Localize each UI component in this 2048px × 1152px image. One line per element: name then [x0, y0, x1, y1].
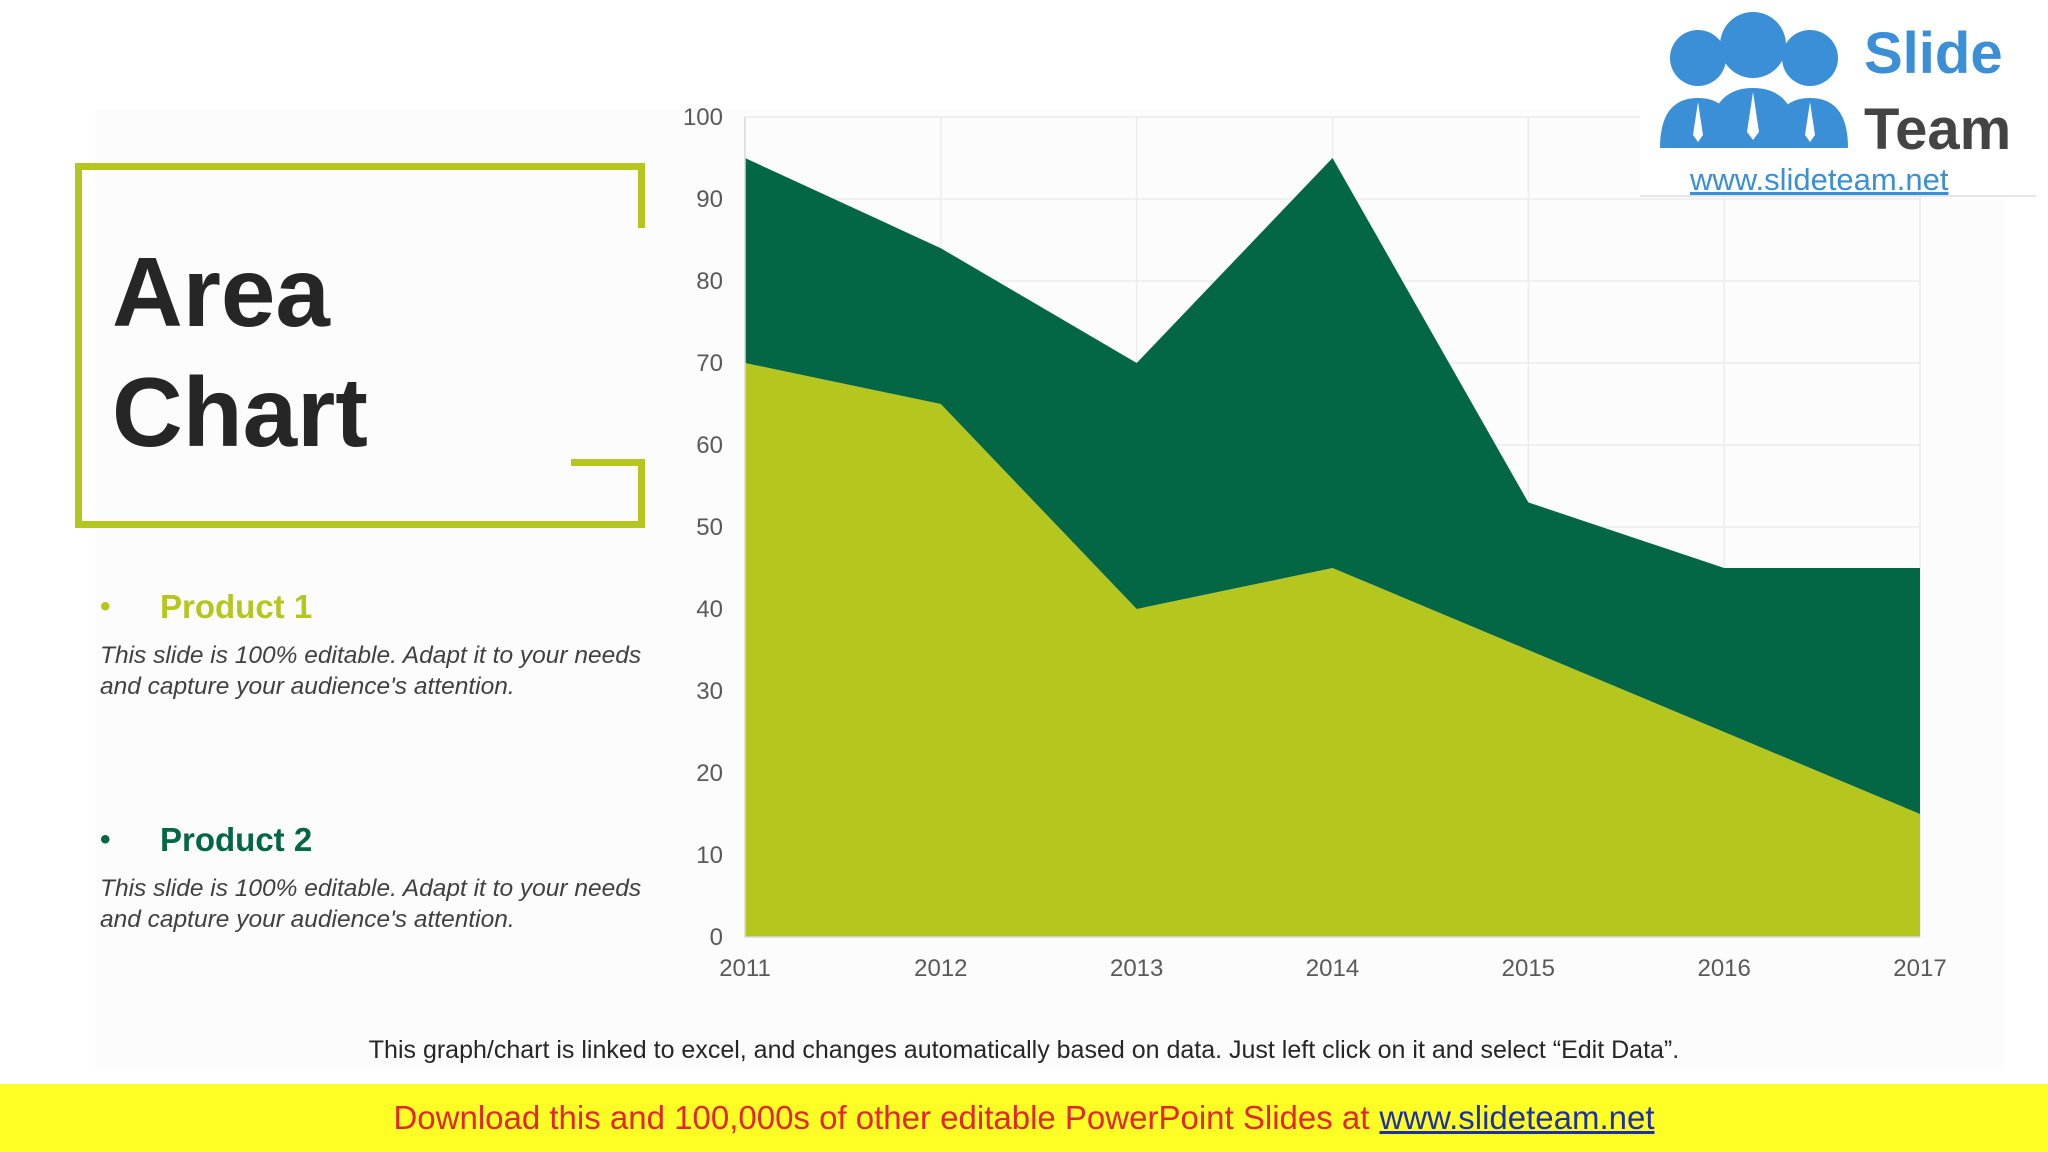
product-2-block: • Product 2 This slide is 100% editable.… [100, 821, 660, 935]
logo-url-link[interactable]: www.slideteam.net [1690, 162, 1949, 197]
title-line-1: Area [112, 237, 330, 347]
product-1-block: • Product 1 This slide is 100% editable.… [100, 588, 660, 702]
chart-note: This graph/chart is linked to excel, and… [368, 1036, 1680, 1064]
bullet-icon: • [100, 823, 111, 856]
frame-inner-notch [571, 459, 645, 466]
logo-word-team: Team [1864, 97, 2012, 162]
y-tick-label: 20 [696, 760, 723, 787]
x-tick-label: 2014 [1306, 955, 1359, 982]
frame-right-bottom [638, 459, 645, 528]
x-tick-label: 2012 [914, 955, 967, 982]
y-tick-label: 80 [696, 268, 723, 295]
title-line-2: Chart [112, 357, 368, 467]
product-2-description: This slide is 100% editable. Adapt it to… [100, 875, 642, 933]
y-tick-label: 30 [696, 678, 723, 705]
banner-link[interactable]: www.slideteam.net [1379, 1099, 1655, 1136]
x-tick-label: 2013 [1110, 955, 1163, 982]
y-tick-label: 60 [696, 432, 723, 459]
product-1-heading: • Product 1 [100, 588, 660, 626]
people-icon [1640, 0, 2036, 197]
y-tick-labels: 0 10 20 30 40 50 60 70 80 90 100 [683, 104, 723, 951]
area-series-2[interactable] [745, 158, 1920, 814]
product-1-description: This slide is 100% editable. Adapt it to… [100, 642, 642, 700]
logo-word-slide: Slide [1864, 21, 2003, 86]
product-2-name: Product 2 [160, 821, 313, 858]
y-tick-label: 10 [696, 842, 723, 869]
frame-bottom [75, 521, 645, 528]
y-tick-label: 70 [696, 350, 723, 377]
area-series-1[interactable] [745, 363, 1920, 937]
y-tick-label: 50 [696, 514, 723, 541]
x-tick-label: 2011 [719, 955, 771, 982]
y-tick-label: 40 [696, 596, 723, 623]
banner-text: Download this and 100,000s of other edit… [393, 1099, 1370, 1136]
y-tick-label: 0 [710, 924, 723, 951]
download-banner: Download this and 100,000s of other edit… [0, 1084, 2048, 1152]
x-tick-label: 2016 [1697, 955, 1750, 982]
x-tick-labels: 2011 2012 2013 2014 2015 2016 2017 [719, 955, 1947, 982]
frame-right-top [638, 163, 645, 228]
page-title: Area Chart [112, 232, 612, 472]
x-tick-label: 2017 [1893, 955, 1946, 982]
y-tick-label: 100 [683, 104, 723, 131]
axes [744, 117, 1920, 938]
x-tick-label: 2015 [1502, 955, 1555, 982]
bullet-icon: • [100, 590, 111, 623]
y-tick-label: 90 [696, 186, 723, 213]
title-frame [75, 163, 645, 528]
slideteam-logo: Slide Team www.slideteam.net [1638, 0, 2038, 200]
frame-top [75, 163, 645, 170]
frame-left [75, 163, 82, 528]
product-1-name: Product 1 [160, 588, 313, 625]
area-series [745, 158, 1920, 937]
product-2-heading: • Product 2 [100, 821, 660, 859]
